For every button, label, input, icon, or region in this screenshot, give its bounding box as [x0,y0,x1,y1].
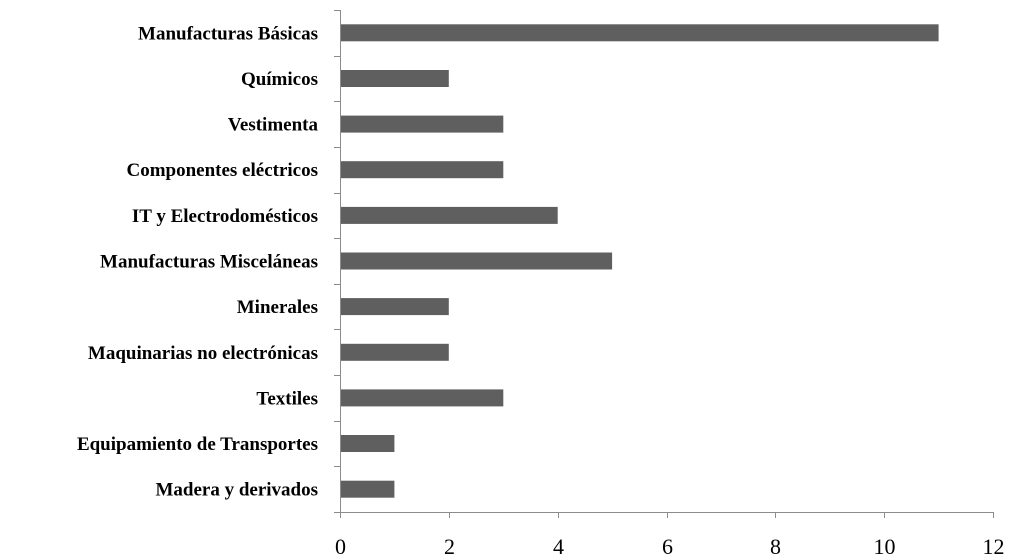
bar-10 [340,480,395,498]
category-label-7: Maquinarias no electrónicas [88,343,318,364]
category-label-5: Manufacturas Misceláneas [100,252,318,273]
x-tick-label-0: 0 [335,534,346,558]
bars-group [340,24,939,498]
x-tick-label-6: 12 [983,534,1005,558]
category-label-2: Vestimenta [228,115,319,136]
x-tick-label-4: 8 [770,534,781,558]
bar-9 [340,435,395,452]
bar-0 [340,24,939,42]
bar-2 [340,115,504,133]
category-label-0: Manufacturas Básicas [138,23,318,44]
axes-group [334,10,994,518]
x-tick-label-3: 6 [662,534,673,558]
category-label-1: Químicos [241,69,318,90]
x-tick-label-1: 2 [444,534,455,558]
bar-4 [340,206,558,224]
bar-3 [340,161,504,179]
category-label-8: Textiles [256,388,318,409]
x-tick-labels-group: 0 2 4 6 8 10 12 [335,534,1005,558]
category-label-9: Equipamiento de Transportes [77,434,318,455]
category-labels-group: Manufacturas Básicas Químicos Vestimenta Co… [77,23,319,500]
category-label-6: Minerales [237,297,318,318]
category-label-10: Madera y derivados [155,480,318,501]
bar-1 [340,70,449,87]
bar-5 [340,252,613,270]
bar-7 [340,343,449,361]
category-label-3: Componentes eléctricos [126,160,318,181]
bar-6 [340,298,449,316]
bar-8 [340,389,504,407]
x-tick-label-5: 10 [874,534,896,558]
x-tick-label-2: 4 [553,534,564,558]
category-label-4: IT y Electrodomésticos [132,206,318,227]
